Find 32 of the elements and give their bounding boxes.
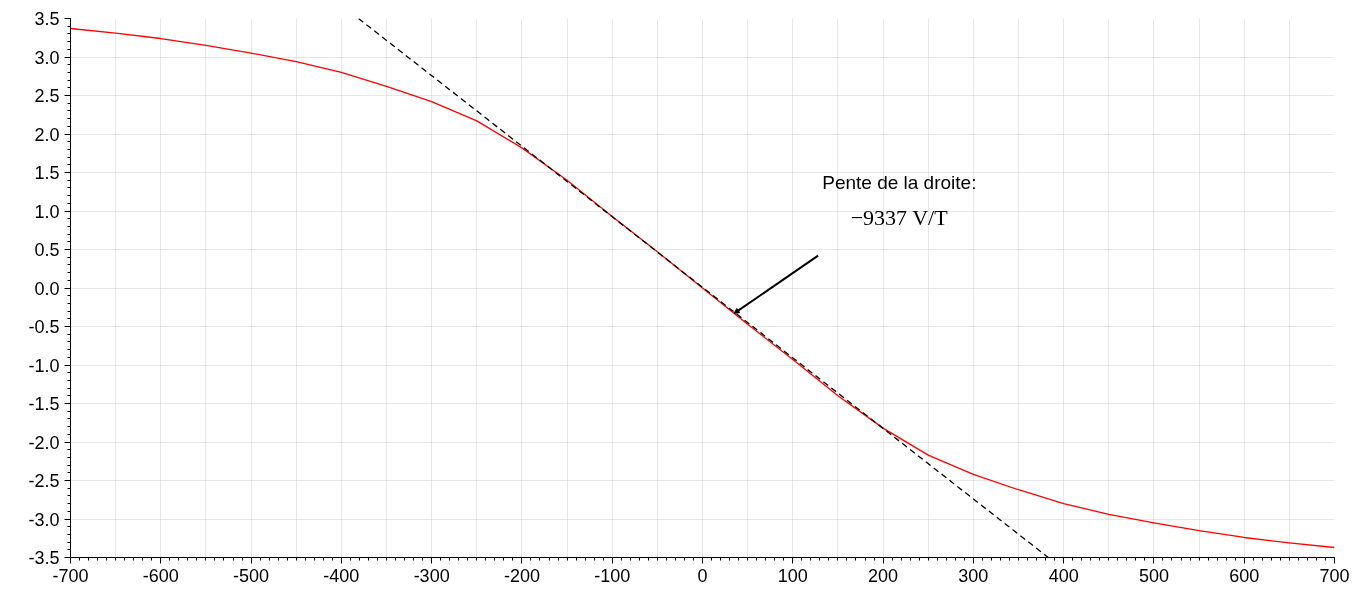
x-tick-label: -300 <box>413 565 450 586</box>
x-tick-label: -100 <box>594 565 631 586</box>
y-tick-label: -1.5 <box>28 394 60 414</box>
x-tick-label: 400 <box>1048 565 1079 586</box>
x-tick-label: -500 <box>233 565 270 586</box>
y-tick-label: 2.0 <box>34 124 60 145</box>
x-tick-label: 0 <box>697 565 708 586</box>
x-tick-label: 200 <box>868 565 899 586</box>
y-tick-label: 1.0 <box>34 201 60 222</box>
x-tick-label: 500 <box>1138 565 1169 586</box>
y-tick-label: -3.5 <box>28 548 60 568</box>
y-tick-label: 0.0 <box>34 278 60 299</box>
y-tick-label: -1.0 <box>28 355 60 376</box>
y-tick-label: -3.0 <box>28 509 60 530</box>
x-tick-label: -600 <box>142 565 179 586</box>
y-tick-label: -0.5 <box>28 317 60 337</box>
y-tick-label: 3.5 <box>34 9 60 29</box>
y-tick-label: 1.5 <box>34 163 60 183</box>
y-tick-label: 2.5 <box>34 86 60 106</box>
y-tick-label: -2.5 <box>28 471 60 491</box>
y-tick-label: 0.5 <box>34 240 60 260</box>
x-tick-label: -700 <box>52 565 89 586</box>
x-tick-label: 100 <box>777 565 808 586</box>
x-tick-label: 700 <box>1319 565 1350 586</box>
x-tick-label: 300 <box>958 565 989 586</box>
x-tick-label: -400 <box>323 565 360 586</box>
line-series <box>70 27 1335 549</box>
y-tick-label: -2.0 <box>28 432 60 453</box>
y-tick-label: 3.0 <box>34 47 60 68</box>
x-tick-label: -200 <box>503 565 540 586</box>
x-tick-label: 600 <box>1229 565 1260 586</box>
annotation: Pente de la droite: −9337 V/T <box>822 172 977 230</box>
